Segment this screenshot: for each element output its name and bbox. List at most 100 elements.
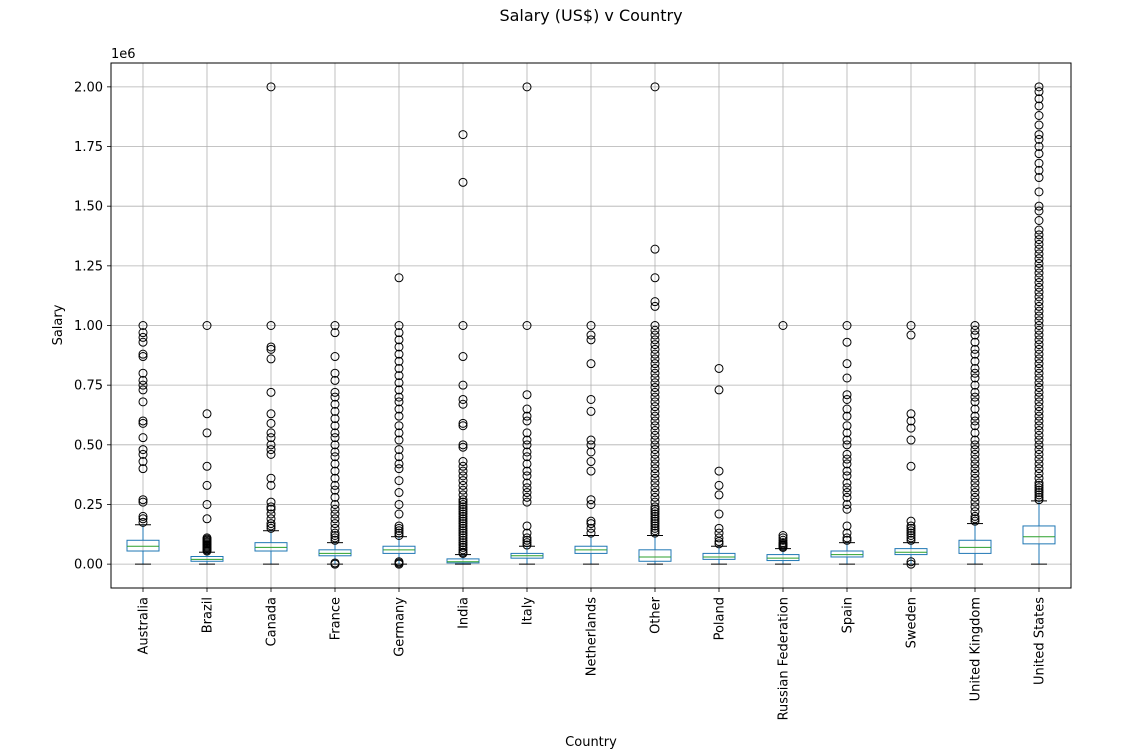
outlier-point — [266, 480, 276, 490]
y-tick-label: 1.25 — [74, 259, 103, 274]
box-india — [446, 130, 480, 565]
outlier-point — [458, 502, 468, 512]
outlier-point — [202, 321, 212, 330]
outlier-point — [330, 352, 340, 362]
box-sweden — [894, 321, 928, 569]
outlier-point — [330, 433, 340, 443]
outlier-point — [458, 504, 468, 514]
outlier-point — [650, 244, 660, 254]
outlier-point — [906, 409, 916, 419]
outlier-point — [522, 478, 532, 488]
outlier-point — [906, 423, 916, 433]
outlier-point — [1034, 306, 1044, 316]
y-tick-label: 0.75 — [74, 379, 103, 394]
box-iqr — [958, 539, 992, 554]
outlier-point — [1034, 111, 1044, 120]
outlier-point — [778, 535, 788, 545]
outlier-point — [970, 516, 980, 526]
outlier-point — [970, 497, 980, 507]
x-tick-label: Brazil — [201, 597, 216, 633]
outlier-point — [266, 354, 276, 364]
outlier-point — [906, 461, 916, 471]
outlier-point — [650, 478, 660, 488]
outlier-point — [586, 528, 596, 538]
outlier-point — [842, 466, 852, 476]
outlier-point — [650, 483, 660, 493]
outlier-point — [714, 385, 724, 395]
outlier-point — [1034, 378, 1044, 388]
outlier-point — [138, 449, 148, 459]
box-poland — [702, 363, 736, 565]
outlier-point — [330, 533, 340, 543]
outlier-point — [1034, 344, 1044, 354]
outlier-point — [650, 440, 660, 450]
outlier-point — [458, 521, 468, 531]
outlier-point — [330, 523, 340, 533]
outlier-point — [394, 392, 404, 402]
outlier-point — [266, 521, 276, 531]
box-russian-federation — [766, 321, 800, 565]
outlier-point — [842, 533, 852, 543]
outlier-point — [1034, 430, 1044, 440]
outlier-point — [330, 509, 340, 519]
y-tick-label: 0.25 — [74, 498, 103, 513]
outlier-point — [970, 468, 980, 478]
outlier-point — [970, 473, 980, 483]
outlier-point — [330, 375, 340, 385]
outlier-point — [970, 488, 980, 498]
outlier-point — [394, 521, 404, 531]
outlier-point — [970, 502, 980, 512]
outlier-point — [650, 335, 660, 345]
x-axis-label: Country — [565, 735, 617, 750]
y-tick-label: 1.75 — [74, 140, 103, 155]
box-netherlands — [574, 321, 608, 565]
outlier-point — [1034, 387, 1044, 397]
outlier-point — [650, 373, 660, 383]
outlier-point — [330, 428, 340, 438]
outlier-point — [458, 516, 468, 526]
outlier-point — [1034, 440, 1044, 450]
box-iqr — [894, 548, 928, 556]
outlier-point — [842, 488, 852, 498]
outlier-point — [650, 492, 660, 502]
outlier-point — [458, 507, 468, 517]
outlier-point — [650, 387, 660, 397]
outlier-point — [1034, 282, 1044, 292]
outlier-point — [650, 378, 660, 388]
outlier-point — [1034, 263, 1044, 273]
outlier-point — [970, 344, 980, 354]
y-axis: 0.00 0.25 0.50 0.75 1.00 1.25 1.50 1.75 2.00 — [74, 80, 111, 573]
outlier-point — [458, 497, 468, 507]
outlier-point — [1034, 297, 1044, 307]
outlier-point — [266, 321, 276, 330]
outlier-point — [522, 411, 532, 421]
outlier-point — [522, 471, 532, 481]
outlier-point — [458, 457, 468, 467]
outlier-point — [714, 363, 724, 373]
outlier-point — [1034, 149, 1044, 159]
outlier-point — [1034, 330, 1044, 340]
y-offset-label: 1e6 — [111, 47, 136, 62]
outlier-point — [970, 368, 980, 378]
box-iqr — [638, 549, 672, 562]
outlier-point — [266, 497, 276, 507]
outlier-point — [714, 528, 724, 538]
outlier-point — [138, 497, 148, 507]
y-tick-label: 2.00 — [74, 80, 103, 95]
outlier-point — [1034, 397, 1044, 407]
outlier-point — [842, 478, 852, 488]
outlier-point — [138, 495, 148, 505]
outlier-point — [650, 359, 660, 369]
outlier-point — [522, 528, 532, 538]
outlier-point — [458, 490, 468, 500]
outlier-point — [906, 516, 916, 526]
outlier-point — [330, 321, 340, 330]
outlier-point — [778, 531, 788, 540]
outlier-point — [458, 321, 468, 330]
outlier-point — [586, 359, 596, 369]
outlier-point — [1034, 321, 1044, 330]
outlier-point — [330, 558, 340, 568]
outlier-point — [650, 363, 660, 373]
outlier-point — [650, 449, 660, 459]
outlier-point — [586, 335, 596, 345]
